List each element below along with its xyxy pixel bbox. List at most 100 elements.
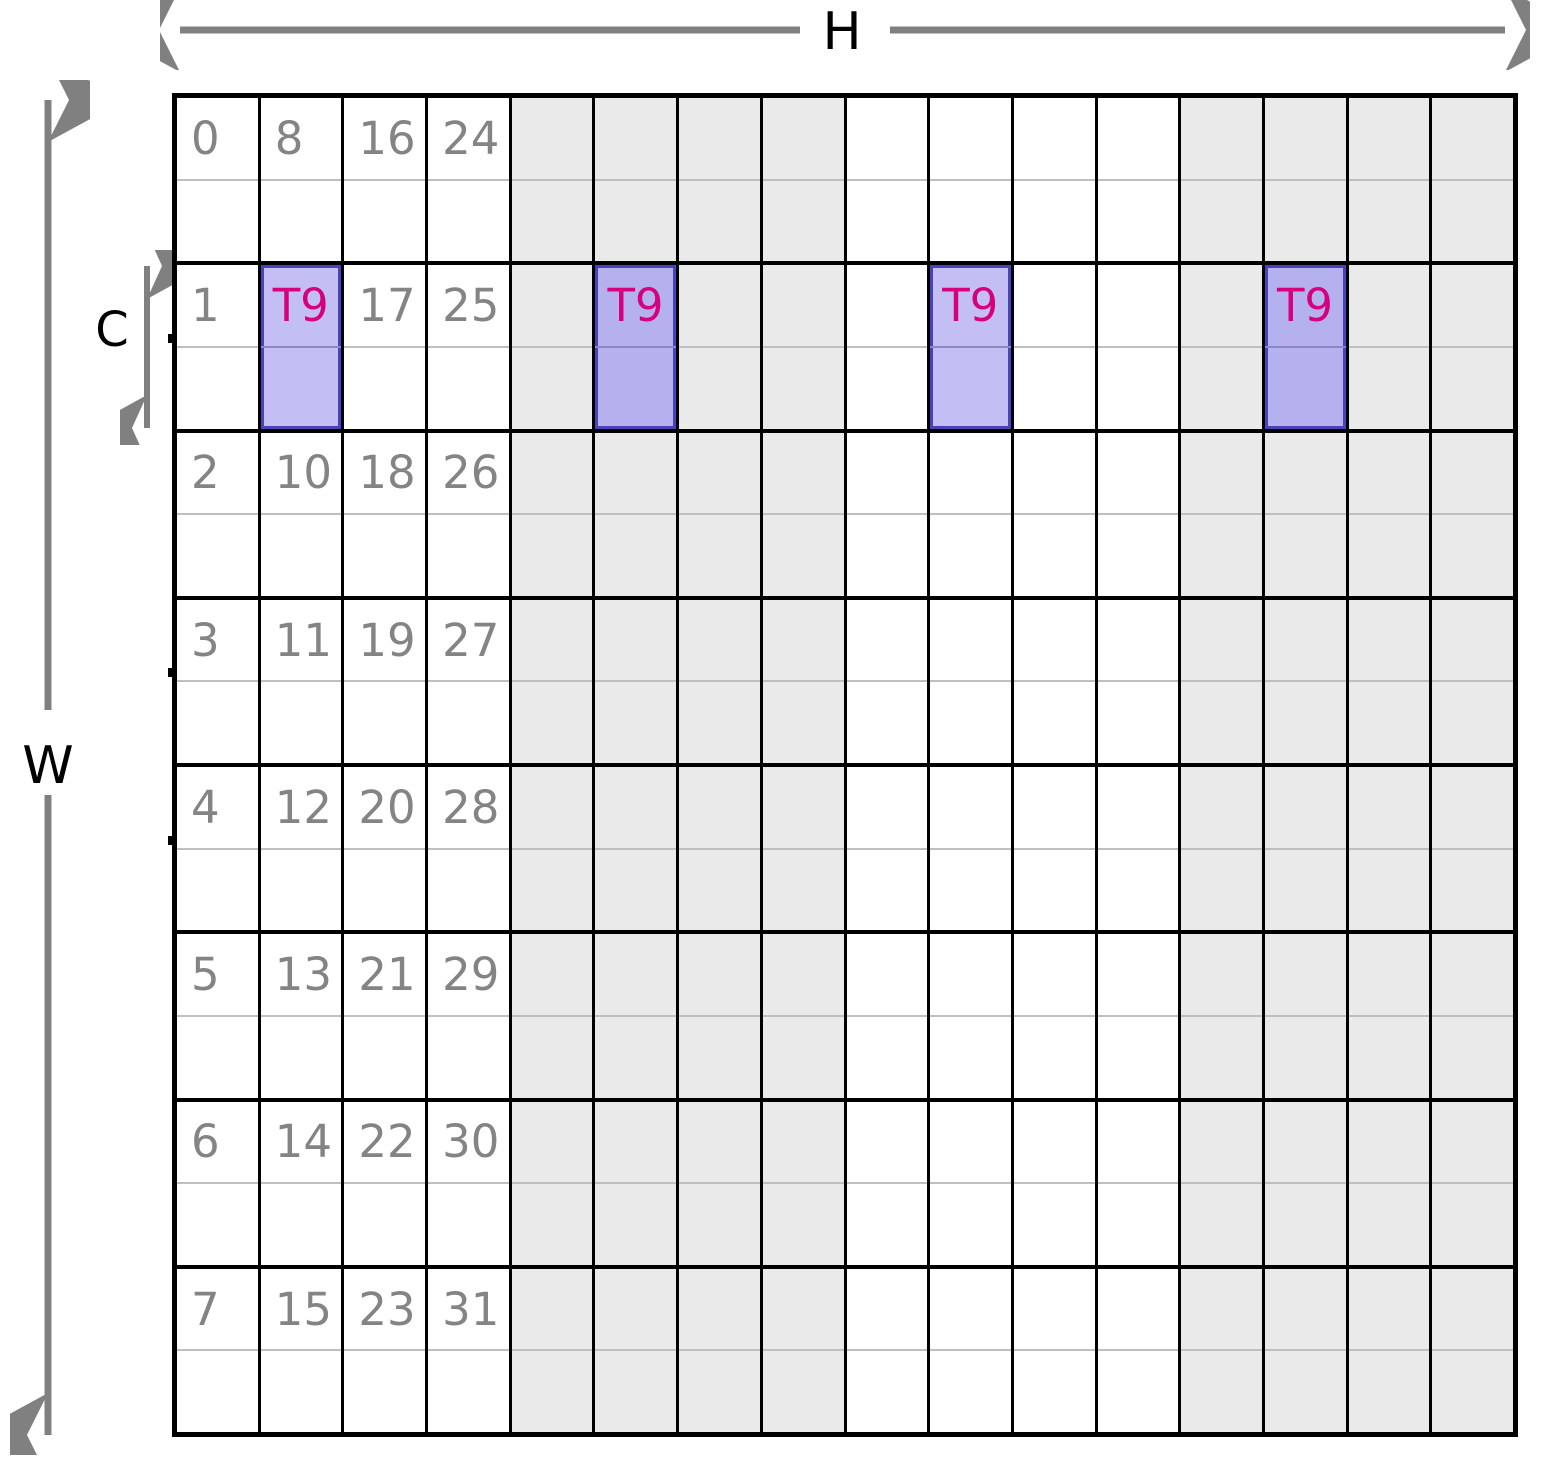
grid-subcell-top bbox=[762, 767, 844, 850]
grid-subcell-bottom bbox=[344, 348, 425, 429]
grid-subcell-bottom bbox=[512, 348, 593, 429]
grid-cell: 30 bbox=[428, 1101, 512, 1265]
cell-index-label: 15 bbox=[274, 1282, 332, 1336]
grid-subcell-bottom bbox=[930, 1184, 1011, 1265]
grid-cell bbox=[762, 265, 847, 429]
grid-subcell-top: 26 bbox=[428, 433, 509, 516]
grid-row: 3 11 19 27 bbox=[168, 599, 1513, 767]
grid-subcell-bottom bbox=[344, 1017, 425, 1098]
grid-subcell-bottom bbox=[261, 1351, 342, 1432]
grid-cell bbox=[846, 1101, 931, 1265]
grid-subcell-top bbox=[595, 1269, 677, 1352]
grid-subcell-bottom bbox=[847, 682, 928, 763]
grid-cell: 7 bbox=[177, 1268, 261, 1432]
grid-subcell-top: 15 bbox=[260, 1269, 342, 1352]
grid-subcell-bottom bbox=[261, 682, 342, 763]
cell-index-label: 1 bbox=[191, 279, 220, 333]
cell-index-label: 17 bbox=[358, 279, 416, 333]
grid-subcell-top bbox=[1264, 934, 1346, 1017]
grid-subcell-top bbox=[846, 600, 928, 683]
grid-cell bbox=[1181, 599, 1265, 763]
grid-subcell-bottom bbox=[344, 1184, 425, 1265]
grid-subcell-bottom bbox=[679, 515, 760, 596]
grid-subcell-top bbox=[1432, 433, 1513, 516]
grid-subcell-bottom bbox=[261, 850, 342, 931]
grid-subcell-bottom bbox=[428, 515, 509, 596]
grid-subcell-bottom bbox=[1265, 850, 1346, 931]
grid-subcell-bottom bbox=[261, 1184, 342, 1265]
grid-subcell-top bbox=[1013, 433, 1095, 516]
grid-subcell-bottom bbox=[1265, 1351, 1346, 1432]
h-dimension-label: H bbox=[822, 2, 862, 62]
cell-index-label: 21 bbox=[358, 948, 416, 1002]
grid-subcell-top bbox=[1181, 433, 1262, 516]
grid-subcell-bottom bbox=[1181, 1351, 1262, 1432]
grid-subcell-bottom bbox=[177, 515, 258, 596]
grid-subcell-top: 1 bbox=[177, 265, 258, 348]
grid-subcell-top bbox=[1013, 265, 1095, 348]
grid-subcell-top: 7 bbox=[177, 1269, 258, 1352]
grid-cell bbox=[846, 98, 931, 262]
grid-subcell-bottom bbox=[1349, 348, 1430, 429]
grid-subcell-top bbox=[595, 600, 677, 683]
grid-subcell-top: 24 bbox=[428, 98, 509, 181]
cell-index-label: 28 bbox=[442, 780, 500, 834]
grid-subcell-top bbox=[762, 1269, 844, 1352]
grid-subcell-top bbox=[762, 934, 844, 1017]
grid-subcell-top bbox=[511, 433, 593, 516]
grid-cell bbox=[1264, 1268, 1349, 1432]
grid-cell bbox=[846, 767, 931, 931]
grid-cell: 16 bbox=[344, 98, 429, 262]
grid-subcell-top: T9 bbox=[260, 265, 342, 348]
grid-subcell-bottom bbox=[428, 348, 509, 429]
grid-subcell-top bbox=[1348, 1269, 1430, 1352]
grid-cell: 31 bbox=[428, 1268, 512, 1432]
grid-subcell-bottom bbox=[679, 348, 760, 429]
grid-row: 6 14 22 30 bbox=[177, 1101, 1513, 1269]
grid-cell: 27 bbox=[428, 599, 512, 763]
grid-subcell-bottom bbox=[177, 181, 258, 262]
grid-cell: 23 bbox=[344, 1268, 429, 1432]
grid-subcell-bottom bbox=[763, 682, 844, 763]
cell-index-label: 7 bbox=[191, 1282, 220, 1336]
grid-subcell-top bbox=[930, 1269, 1011, 1352]
grid-cell bbox=[679, 265, 763, 429]
grid-cell bbox=[595, 934, 680, 1098]
grid-cell bbox=[930, 1268, 1014, 1432]
grid-cell bbox=[679, 1268, 763, 1432]
grid-subcell-top bbox=[679, 934, 760, 1017]
grid-cell-highlighted: T9 bbox=[595, 265, 680, 429]
grid-subcell-bottom bbox=[177, 682, 258, 763]
grid-cell bbox=[1264, 767, 1349, 931]
grid-subcell-top bbox=[846, 433, 928, 516]
grid-subcell-bottom bbox=[930, 515, 1011, 596]
row-edge-tick bbox=[168, 333, 177, 343]
grid-cell bbox=[679, 767, 763, 931]
grid-cell bbox=[930, 432, 1014, 596]
grid-subcell-bottom bbox=[1432, 850, 1513, 931]
grid-subcell-bottom bbox=[1014, 515, 1095, 596]
cell-index-label: 27 bbox=[442, 613, 500, 667]
grid-cell bbox=[930, 934, 1014, 1098]
grid-subcell-top bbox=[1013, 1102, 1095, 1185]
grid-subcell-top bbox=[1181, 767, 1262, 850]
grid-subcell-top bbox=[1432, 767, 1513, 850]
grid-cell bbox=[1348, 98, 1433, 262]
grid-subcell-bottom bbox=[1098, 850, 1179, 931]
grid-subcell-bottom bbox=[1265, 1017, 1346, 1098]
grid-subcell-top bbox=[595, 1102, 677, 1185]
grid-subcell-bottom bbox=[1181, 1017, 1262, 1098]
cell-index-label: 31 bbox=[442, 1282, 500, 1336]
grid-cell: 24 bbox=[428, 98, 512, 262]
grid-subcell-top: 10 bbox=[260, 433, 342, 516]
grid-subcell-bottom bbox=[1098, 682, 1179, 763]
grid-cell bbox=[1181, 98, 1265, 262]
grid-cell bbox=[511, 934, 596, 1098]
grid-subcell-bottom bbox=[261, 181, 342, 262]
grid-subcell-top bbox=[1348, 600, 1430, 683]
grid-subcell-bottom bbox=[930, 682, 1011, 763]
cell-index-label: 11 bbox=[274, 613, 332, 667]
grid-subcell-top bbox=[930, 1102, 1011, 1185]
grid-cell bbox=[1264, 599, 1349, 763]
grid-cell-highlighted: T9 bbox=[260, 265, 345, 429]
